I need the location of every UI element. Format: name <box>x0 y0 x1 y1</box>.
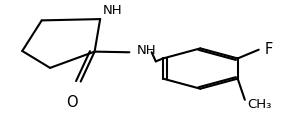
Text: NH: NH <box>103 4 123 17</box>
Text: O: O <box>67 95 78 110</box>
Text: NH: NH <box>136 44 156 58</box>
Text: CH₃: CH₃ <box>248 98 272 112</box>
Text: F: F <box>264 42 273 57</box>
